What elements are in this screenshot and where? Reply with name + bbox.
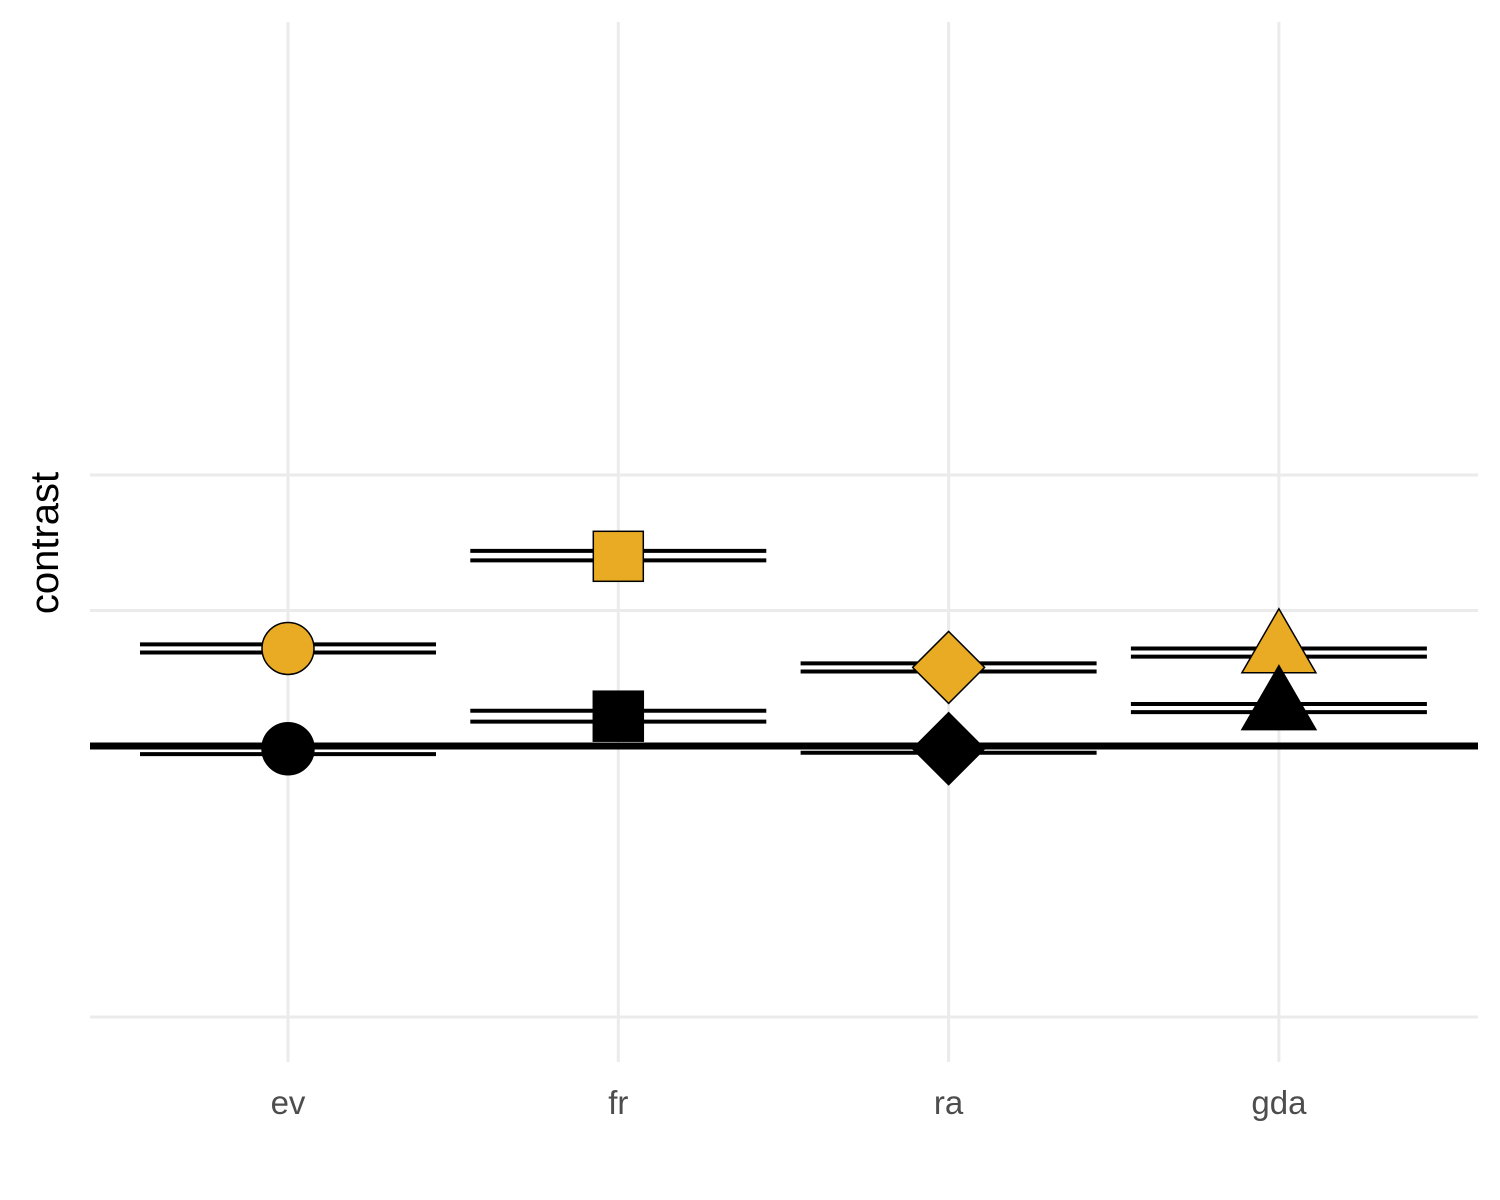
data-points (261, 530, 1318, 786)
point-circle (261, 621, 315, 676)
point-square (592, 530, 645, 583)
point-triangle (1240, 664, 1318, 731)
y-axis-title: contrast (23, 472, 67, 614)
x-tick-labels: ev fr ra gda (271, 1084, 1308, 1121)
x-tick-label: gda (1251, 1084, 1307, 1121)
point-diamond (911, 711, 986, 786)
point-diamond (911, 630, 986, 705)
x-tick-label: ev (271, 1084, 306, 1121)
x-tick-label: fr (608, 1084, 628, 1121)
point-circle (261, 721, 315, 776)
point-square (592, 690, 645, 742)
x-tick-label: ra (934, 1084, 964, 1121)
